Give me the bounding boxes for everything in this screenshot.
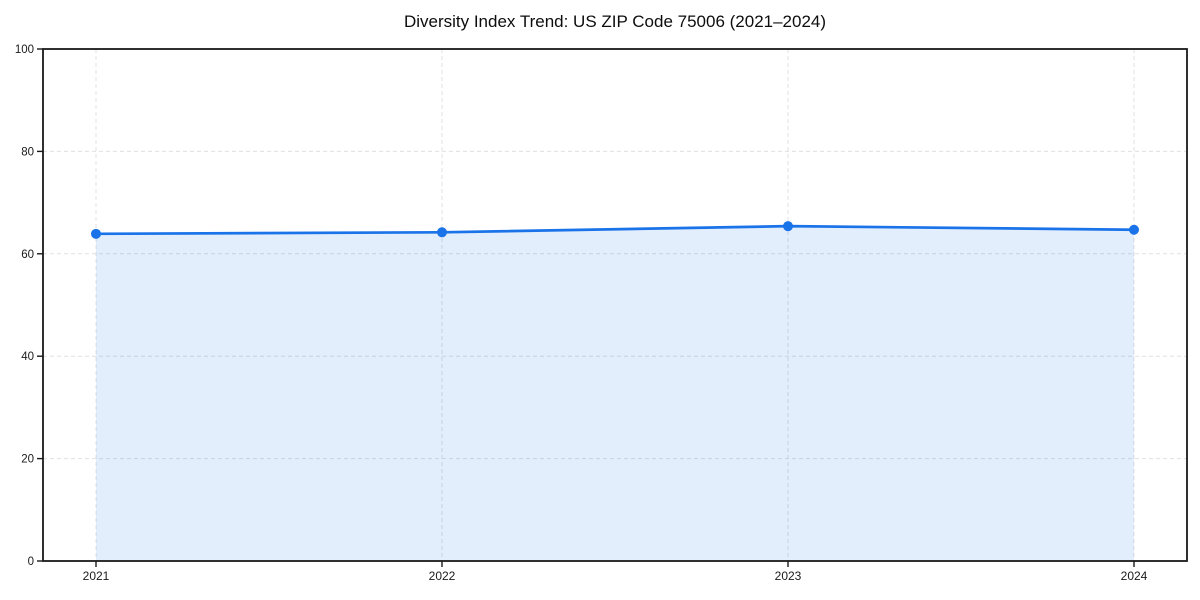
y-tick-label: 0 [28,556,34,568]
x-tick-label: 2024 [1121,569,1148,583]
y-tick-label: 40 [21,351,34,363]
y-tick-label: 60 [21,249,34,261]
y-tick-label: 100 [15,44,34,56]
y-tick-label: 80 [21,146,34,158]
data-point-marker [91,228,101,239]
x-tick-label: 2021 [83,569,110,583]
data-point-marker [1129,224,1139,235]
y-tick-label: 20 [21,454,34,466]
chart-title: Diversity Index Trend: US ZIP Code 75006… [403,12,827,31]
plot-frame [42,48,1188,562]
x-tick-label: 2022 [429,569,456,583]
data-point-marker [783,221,793,232]
area-fill [96,226,1134,562]
data-point-marker [437,227,447,238]
x-tick-label: 2023 [775,569,802,583]
trend-line [94,224,1136,236]
